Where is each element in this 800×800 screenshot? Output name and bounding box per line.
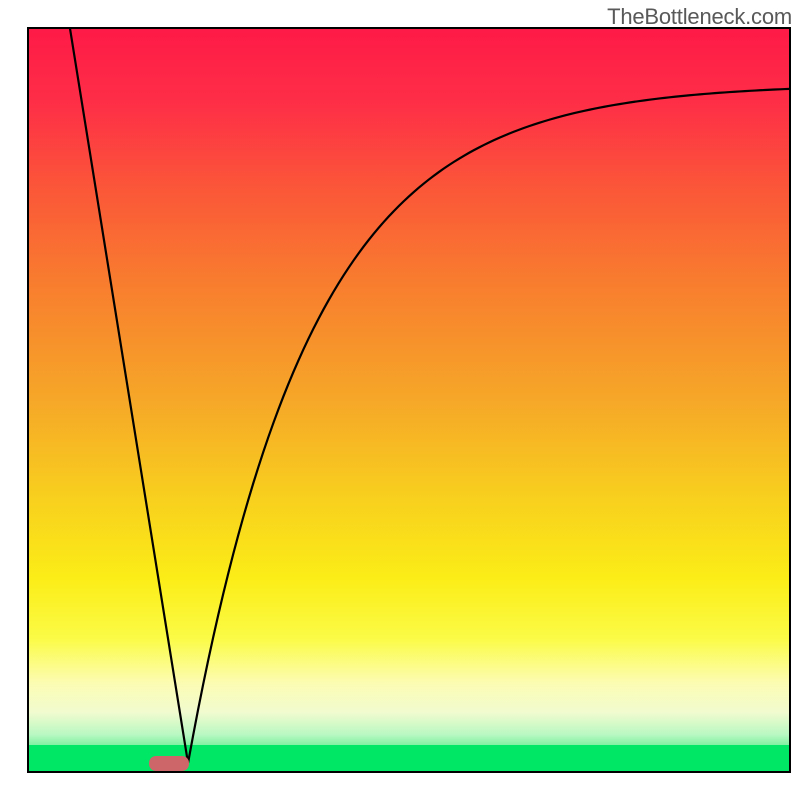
bottleneck-curve-chart xyxy=(0,0,800,800)
chart-background-gradient xyxy=(28,28,790,772)
watermark-text: TheBottleneck.com xyxy=(607,4,792,30)
bottleneck-marker xyxy=(149,756,189,771)
optimal-zone-band xyxy=(28,745,790,772)
